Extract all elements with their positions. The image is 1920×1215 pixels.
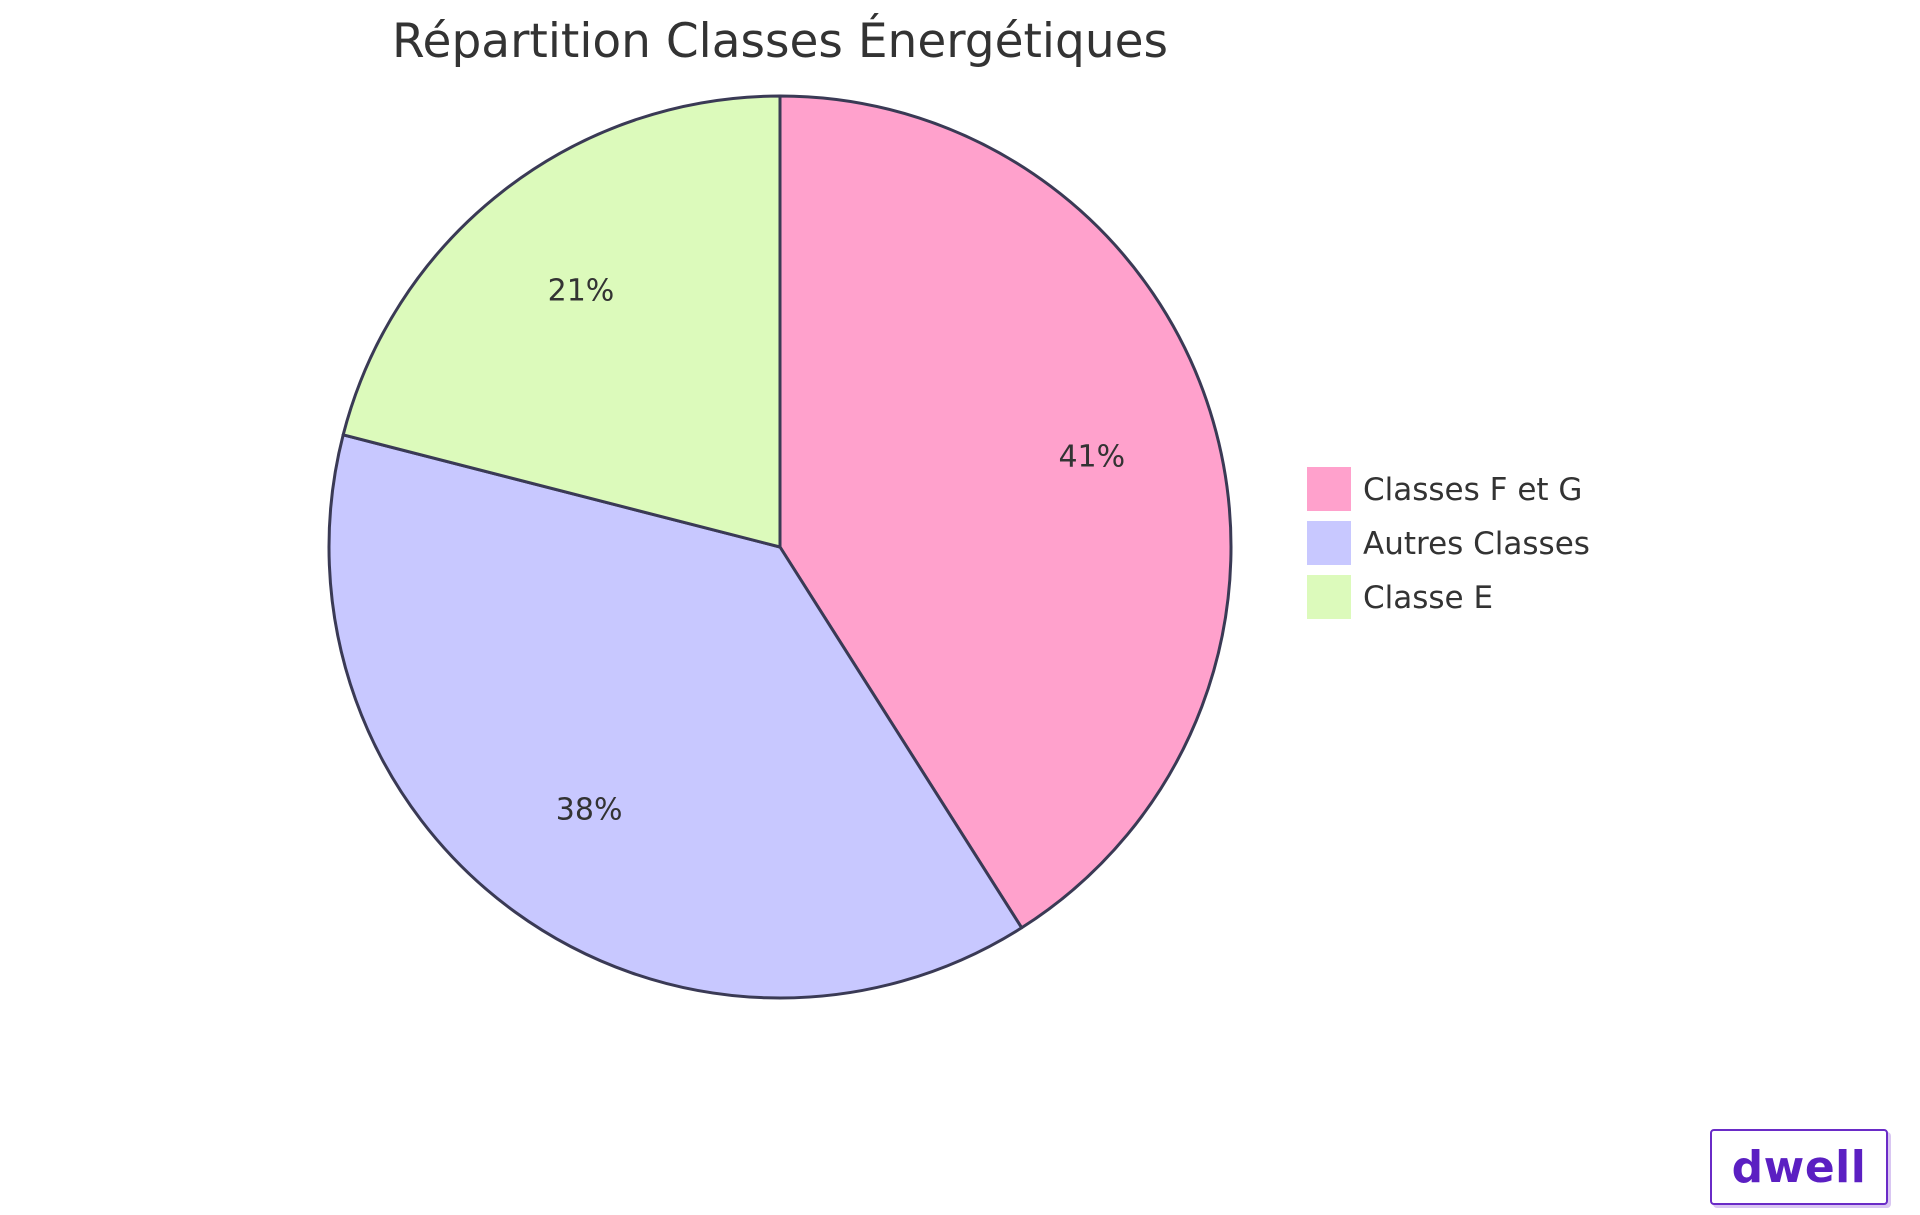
slice-label-classe-e: 21% (548, 273, 615, 308)
legend-label-autres-classes: Autres Classes (1363, 526, 1590, 562)
slice-label-autres-classes: 38% (556, 793, 623, 828)
legend-label-classes-f-et-g: Classes F et G (1363, 472, 1582, 508)
slice-label-classes-f-et-g: 41% (1058, 439, 1125, 474)
pie-slice-classes-f-et-g (778, 94, 1233, 930)
legend-swatch-classes-f-et-g (1307, 467, 1351, 511)
pie-slice-classe-e (341, 94, 782, 549)
pie-slice-labels: 41% 38% 21% (548, 273, 1126, 827)
pie-slices (327, 94, 1233, 1000)
chart-title: Répartition Classes Énergétiques (392, 14, 1168, 69)
pie-slice-autres-classes (327, 433, 1024, 1000)
dwell-logo: dwell (1710, 1129, 1888, 1205)
legend-swatch-autres-classes (1307, 521, 1351, 565)
legend-swatch-classe-e (1307, 575, 1351, 619)
legend-label-classe-e: Classe E (1363, 580, 1493, 616)
legend: Classes F et G Autres Classes Classe E (1307, 467, 1590, 619)
